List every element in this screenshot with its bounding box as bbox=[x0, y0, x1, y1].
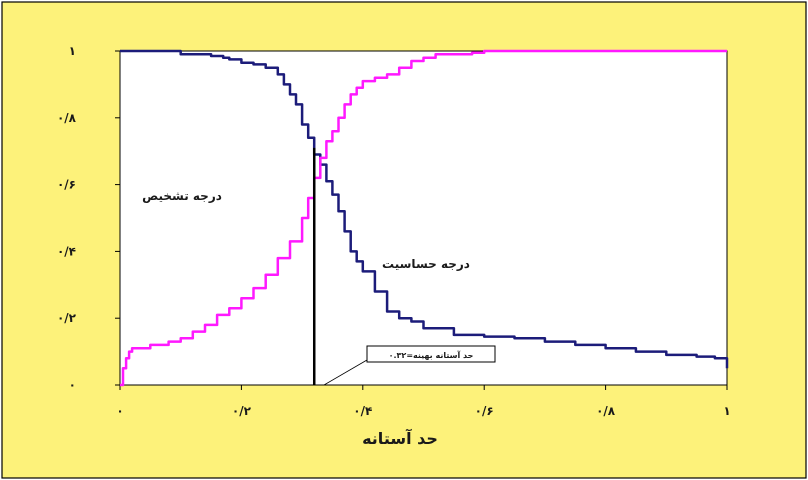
x-tick-label: ۱ bbox=[723, 404, 730, 418]
threshold-callout: ۰.۳۲=حد آستانه بهینه bbox=[389, 350, 474, 360]
sensitivity-curve bbox=[120, 49, 729, 369]
x-tick-label: ۰/۲ bbox=[232, 404, 252, 418]
y-axis-ticks: ۰ ۰/۲ ۰/۴ ۰/۶ ۰/۸ ۱ bbox=[57, 44, 120, 392]
callout-pointer bbox=[323, 359, 368, 386]
specificity-label: درجه تشخیص bbox=[142, 189, 222, 203]
x-axis-title: حد آستانه bbox=[362, 428, 438, 448]
threshold-callout-box bbox=[366, 345, 496, 363]
y-tick-label: ۰/۴ bbox=[57, 244, 76, 258]
x-tick-label: ۰ bbox=[116, 404, 123, 418]
y-tick-label: ۰ bbox=[69, 378, 76, 392]
y-tick-label: ۰/۸ bbox=[57, 111, 77, 125]
sensitivity-label: درجه حساسیت bbox=[382, 257, 470, 271]
x-tick-label: ۰/۸ bbox=[596, 404, 616, 418]
y-tick-label: ۰/۲ bbox=[57, 311, 77, 325]
x-tick-label: ۰/۴ bbox=[353, 404, 372, 418]
x-tick-label: ۰/۶ bbox=[475, 404, 494, 418]
y-tick-label: ۱ bbox=[69, 44, 76, 58]
y-tick-label: ۰/۶ bbox=[57, 178, 76, 192]
x-axis-ticks: ۰ ۰/۲ ۰/۴ ۰/۶ ۰/۸ ۱ bbox=[116, 385, 731, 418]
plot-area bbox=[119, 50, 728, 386]
